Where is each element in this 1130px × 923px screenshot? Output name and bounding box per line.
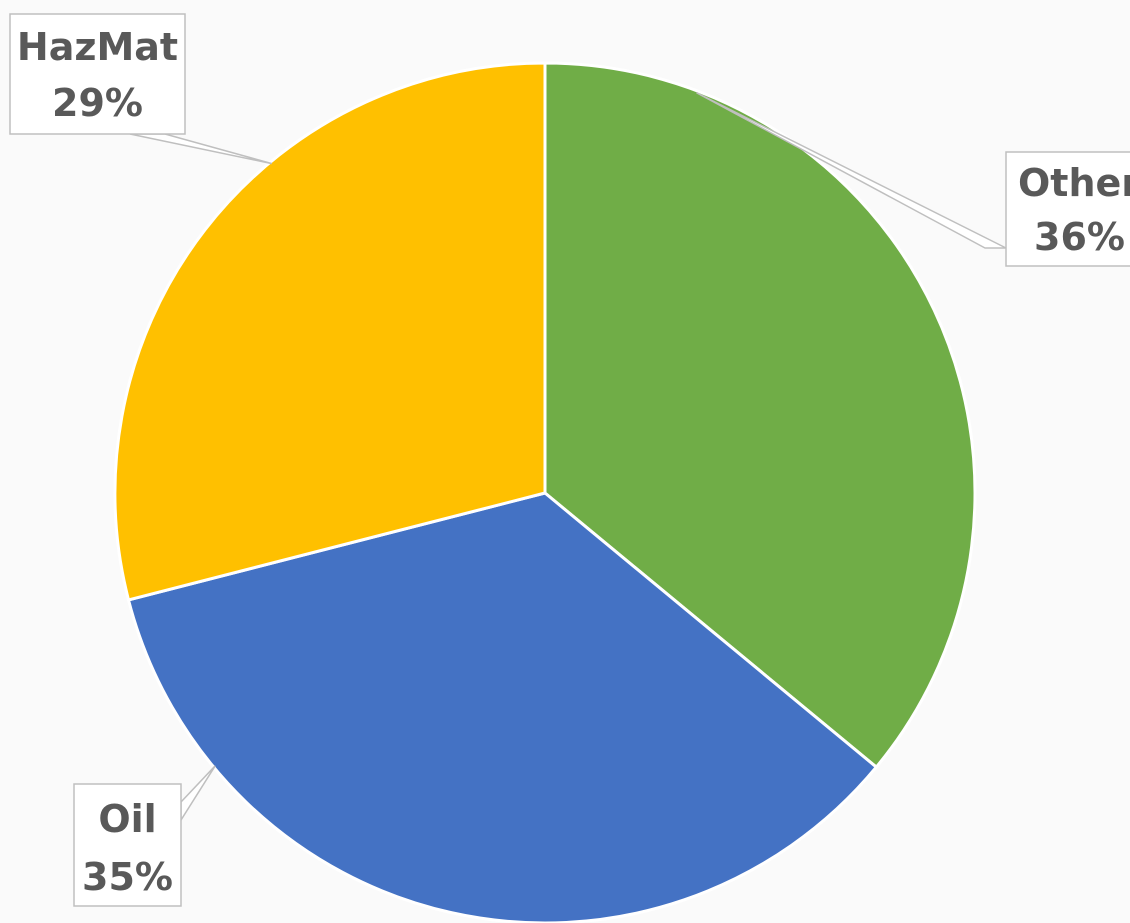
leader-line-hazmat	[129, 133, 273, 165]
pie-slices	[113, 61, 977, 923]
pie-slice-oil	[127, 491, 878, 923]
slice-value-oil: 35%	[82, 855, 173, 899]
pie-slice-other	[543, 61, 977, 769]
callout-hazmat: HazMat 29%	[9, 13, 186, 135]
callout-other: Other 36%	[1005, 151, 1130, 267]
slice-value-other: 36%	[1034, 215, 1125, 259]
slice-label-other: Other	[1018, 161, 1130, 205]
slice-label-oil: Oil	[98, 797, 156, 841]
slice-label-hazmat: HazMat	[17, 25, 178, 69]
callout-box-hazmat	[9, 13, 186, 135]
callout-box-oil	[73, 783, 182, 907]
pie-slice-hazmat	[113, 61, 547, 602]
slice-value-hazmat: 29%	[52, 81, 143, 125]
leader-line-other	[696, 92, 1007, 249]
callout-oil: Oil 35%	[73, 783, 182, 907]
callout-box-other	[1005, 151, 1130, 267]
leader-line-oil	[180, 765, 216, 823]
